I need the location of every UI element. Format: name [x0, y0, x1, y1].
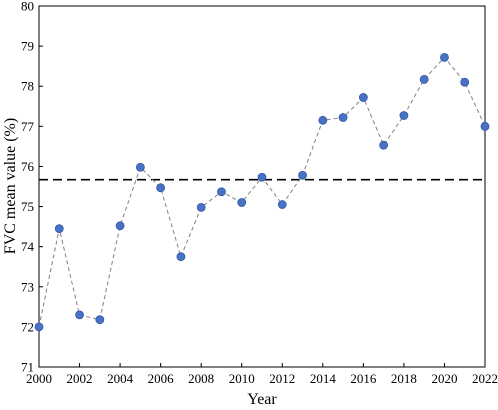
axes — [38, 5, 486, 368]
data-point — [460, 77, 470, 87]
y-tick-label: 76 — [21, 159, 35, 174]
data-points — [34, 52, 490, 332]
data-point — [318, 115, 328, 125]
data-point — [277, 200, 287, 209]
x-tick-label: 2002 — [67, 371, 93, 386]
data-point — [237, 198, 247, 207]
data-point — [54, 224, 64, 234]
y-tick-label: 80 — [21, 0, 34, 14]
x-tick-label: 2012 — [269, 371, 295, 386]
data-point — [298, 170, 307, 180]
x-tick-label: 2008 — [188, 371, 214, 386]
data-point — [115, 221, 125, 231]
x-tick-label: 2004 — [107, 371, 134, 386]
data-point — [34, 322, 44, 332]
data-point — [399, 111, 409, 120]
data-point — [135, 162, 145, 172]
y-tick-label: 72 — [21, 319, 34, 334]
x-tick-label: 2014 — [310, 371, 337, 386]
y-tick-label: 73 — [21, 279, 34, 294]
data-point — [95, 315, 105, 325]
x-tick-label: 2010 — [229, 371, 255, 386]
plot-frame — [38, 5, 486, 368]
data-point — [379, 140, 389, 150]
y-tick-label: 71 — [21, 360, 34, 375]
data-point — [358, 93, 368, 102]
x-tick-label: 2016 — [350, 371, 377, 386]
x-tick-label: 2022 — [472, 371, 498, 386]
x-tick-label: 2006 — [148, 371, 175, 386]
data-point — [176, 252, 186, 262]
x-axis-title: Year — [247, 391, 277, 408]
x-tick-label: 2000 — [26, 371, 52, 386]
x-tick-label: 2020 — [431, 371, 457, 386]
y-tick-label: 79 — [21, 39, 34, 54]
data-point — [257, 172, 267, 182]
data-point — [419, 75, 429, 84]
y-tick-label: 74 — [21, 239, 35, 254]
data-point — [480, 121, 490, 131]
data-point — [156, 183, 166, 193]
y-tick-label: 77 — [21, 119, 35, 134]
data-point — [338, 113, 348, 122]
y-tick-labels: 71 72 73 74 75 76 77 78 79 80 — [21, 0, 35, 375]
y-tick-label: 75 — [21, 199, 34, 214]
x-tick-label: 2018 — [391, 371, 417, 386]
data-point — [196, 202, 206, 212]
data-point — [75, 310, 84, 320]
y-tick-label: 78 — [21, 79, 34, 94]
series-line-group — [38, 56, 486, 328]
data-point — [217, 187, 226, 197]
y-axis-title: FVC mean value (%) — [2, 118, 19, 254]
x-tick-labels: 2000 2002 2004 2006 2008 2010 2012 2014 2016 2018… — [26, 371, 498, 386]
series-line — [38, 56, 486, 328]
data-point — [440, 52, 449, 62]
